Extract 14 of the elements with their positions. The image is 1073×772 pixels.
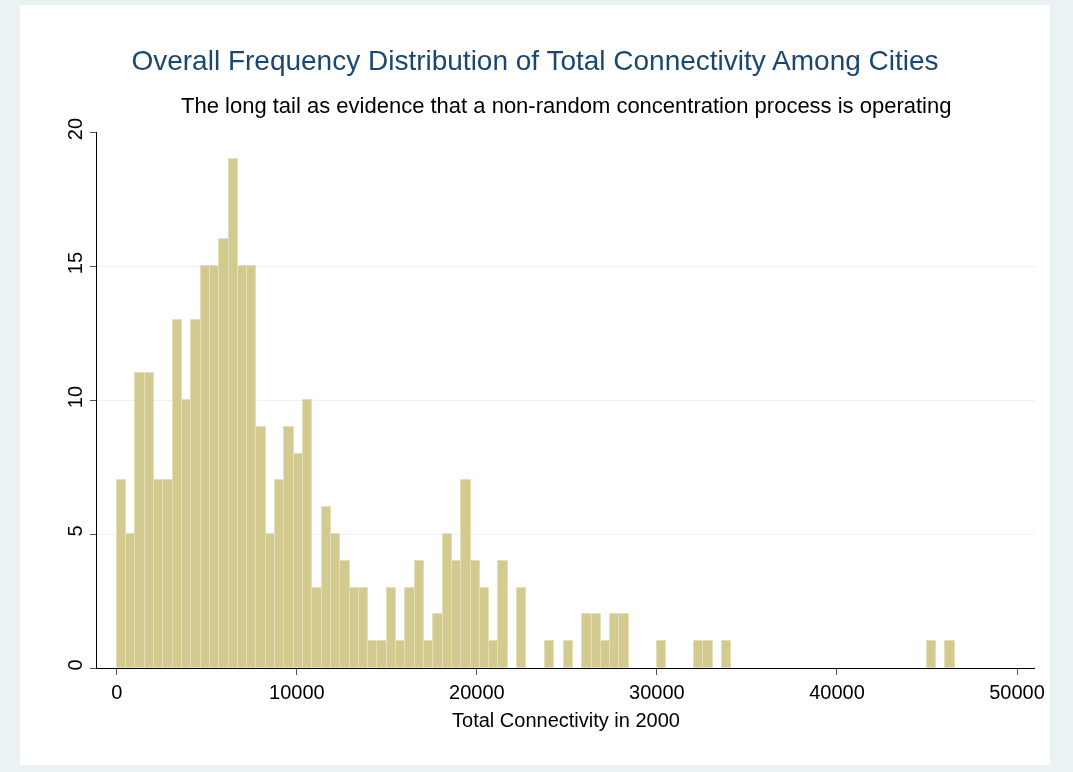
x-tick-label: 10000 bbox=[269, 681, 325, 703]
x-tick-label: 30000 bbox=[629, 681, 685, 703]
y-tick-label: 0 bbox=[64, 659, 86, 671]
y-tick-label: 5 bbox=[64, 525, 86, 537]
y-tick-label: 15 bbox=[64, 251, 86, 275]
x-tick-label: 20000 bbox=[449, 681, 505, 703]
x-tick-label: 50000 bbox=[989, 681, 1045, 703]
y-tick-label: 10 bbox=[64, 385, 86, 409]
chart-title: Overall Frequency Distribution of Total Connectivity Among Cities bbox=[131, 44, 939, 76]
x-tick-label: 0 bbox=[111, 681, 123, 703]
y-tick-label: 20 bbox=[64, 117, 86, 141]
x-axis-title: Total Connectivity in 2000 bbox=[452, 708, 680, 731]
chart-subtitle: The long tail as evidence that a non-random concentration process is operating bbox=[181, 93, 952, 118]
x-tick-label: 40000 bbox=[809, 681, 865, 703]
